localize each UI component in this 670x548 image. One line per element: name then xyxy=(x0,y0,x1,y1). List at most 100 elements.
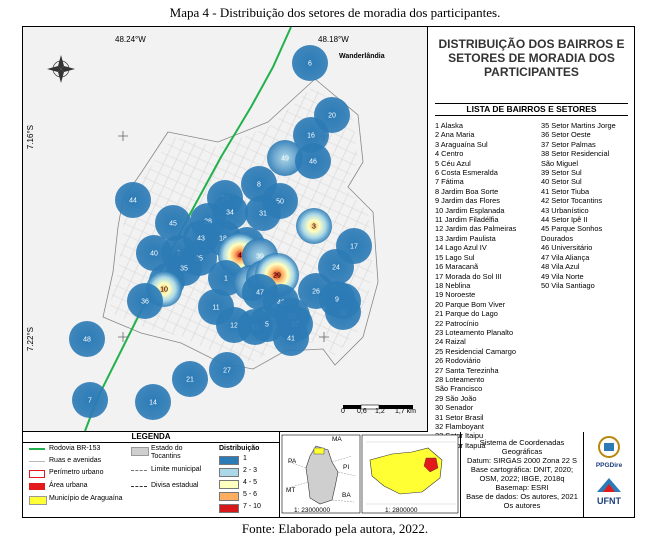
legend-urban-area: Área urbana xyxy=(49,482,88,489)
sector-circle xyxy=(69,321,105,357)
sector-marker-7[interactable]: 7 xyxy=(72,382,108,418)
legend-state: Estado do Tocantins xyxy=(151,445,183,460)
neighborhood-item: 49 Vila Norte xyxy=(541,271,584,281)
neighborhood-item: 41 Setor Tiuba xyxy=(541,186,590,196)
neighborhood-item: 46 Universitário xyxy=(541,243,593,253)
sector-marker-6[interactable]: 6 xyxy=(292,45,328,81)
sector-number: 21 xyxy=(186,377,194,384)
state-border-swatch xyxy=(131,486,147,487)
minimap-label-pi: PI xyxy=(343,464,350,471)
neighborhood-item: 50 Vila Santiago xyxy=(541,280,595,290)
sector-marker-46[interactable]: 46 xyxy=(295,143,331,179)
minimap-label-mt: MT xyxy=(286,487,296,494)
distribution-label: 5 - 6 xyxy=(243,491,258,498)
neighborhood-item: 42 Setor Tocantins xyxy=(541,196,603,206)
sector-marker-41[interactable]: 41 xyxy=(273,320,309,356)
ppgdire-logo xyxy=(584,436,634,464)
neighborhood-item: 39 Setor Sul xyxy=(541,168,582,178)
neighborhood-item: 26 Rodoviário xyxy=(435,356,481,366)
sector-number: 49 xyxy=(281,156,289,163)
neighborhood-item: 1 Alaska xyxy=(435,121,463,130)
distribution-swatch xyxy=(219,456,239,465)
neighborhood-item: 10 Jardim Esplanada xyxy=(435,205,505,215)
sector-marker-14[interactable]: 14 xyxy=(135,384,171,420)
legend-distribution-title: Distribuição xyxy=(219,445,260,452)
sector-number: 18 xyxy=(219,236,227,243)
neighborhood-item: 43 Urbanístico xyxy=(541,205,589,215)
neighborhood-item: 33 Setor Itaipu xyxy=(435,431,484,441)
araguaina-shape xyxy=(369,447,443,495)
neighborhood-item: 6 Costa Esmeralda xyxy=(435,168,498,178)
neighborhood-item: 8 Jardim Boa Sorte xyxy=(435,186,499,196)
sector-circle xyxy=(296,208,332,244)
scale-bar xyxy=(343,404,413,410)
neighborhood-item: 37 Setor Palmas xyxy=(541,139,596,149)
side-panel: DISTRIBUIÇÃO DOS BAIRROS E SETORES DE MO… xyxy=(429,27,634,450)
neighborhood-item: 29 São João xyxy=(435,393,477,403)
municipality-swatch xyxy=(29,496,47,505)
sector-circle xyxy=(135,384,171,420)
sector-circle xyxy=(136,235,172,271)
sector-marker-40[interactable]: 40 xyxy=(136,235,172,271)
sector-marker-24[interactable]: 24 xyxy=(318,249,354,285)
distribution-label: 2 - 3 xyxy=(243,467,258,474)
sector-marker-3[interactable]: 3 xyxy=(296,208,332,244)
sector-circle xyxy=(292,45,328,81)
coord-lat-bottom: 7.22°S xyxy=(26,327,35,352)
minimap-label-ba: BA xyxy=(342,492,351,499)
sector-number: 50 xyxy=(276,199,284,206)
scalebar-label-1: 0,6 xyxy=(357,408,367,415)
neighborhood-item: 17 Morada do Sol III xyxy=(435,271,502,281)
sector-number: 5 xyxy=(265,322,269,329)
scalebar-label-2: 1,2 xyxy=(375,408,385,415)
sector-circle xyxy=(155,205,191,241)
sector-marker-9[interactable]: 9 xyxy=(319,281,355,317)
sector-number: 46 xyxy=(309,159,317,166)
map-info-lines: Sistema de Coordenadas Geográficas Datum: … xyxy=(461,438,583,510)
sector-marker-21[interactable]: 21 xyxy=(172,361,208,397)
sector-circle xyxy=(273,320,309,356)
sector-number: 40 xyxy=(150,251,158,258)
info-line: Os autores xyxy=(503,501,541,510)
bottom-strip: LEGENDA Rodovia BR-153 Ruas e avenidas P… xyxy=(23,432,634,517)
sector-marker-45[interactable]: 45 xyxy=(155,205,191,241)
sector-number: 27 xyxy=(223,368,231,375)
main-map[interactable]: 6201649464482350343145283431819174022543… xyxy=(23,27,428,432)
distribution-label: 7 - 10 xyxy=(243,503,261,510)
neighborhood-item: 27 Santa Terezinha xyxy=(435,365,499,375)
list-header: LISTA DE BAIRROS E SETORES xyxy=(435,103,628,116)
minimap-label-ma: MA xyxy=(332,436,342,443)
distribution-swatch xyxy=(219,504,239,513)
neighborhood-item: 2 Ana Maria xyxy=(435,130,475,140)
neighborhood-item: 5 Céu Azul xyxy=(435,158,471,168)
neighborhood-item: 3 Araguaína Sul xyxy=(435,139,488,149)
neighborhood-item: São Francisco xyxy=(435,384,483,394)
sector-marker-49[interactable]: 49 xyxy=(267,140,303,176)
neighborhood-item: 45 Parque Sonhos xyxy=(541,224,603,234)
scalebar-label-3: 1,7 km xyxy=(395,408,417,415)
sector-number: 3 xyxy=(312,224,316,231)
sector-number: 31 xyxy=(259,211,267,218)
sector-number: 4 xyxy=(238,253,242,260)
sector-marker-27[interactable]: 27 xyxy=(209,352,245,388)
ufnt-emblem-icon xyxy=(597,478,621,492)
sector-marker-16[interactable]: 16 xyxy=(293,117,329,153)
sector-marker-44[interactable]: 44 xyxy=(115,182,151,218)
sector-marker-31[interactable]: 31 xyxy=(245,195,281,231)
sector-number: 14 xyxy=(149,400,157,407)
sector-marker-36[interactable]: 36 xyxy=(127,283,163,319)
sector-marker-48[interactable]: 48 xyxy=(69,321,105,357)
sector-number: 12 xyxy=(230,323,238,330)
info-line: Basemap: ESRI xyxy=(495,483,549,492)
neighborhood-item: São Miguel xyxy=(541,158,578,168)
location-minimaps: MA PA PI MT BA 1: 23000000 1: 2800000 xyxy=(280,432,461,517)
neighborhood-item: 40 Setor Sul xyxy=(541,177,582,187)
neighborhood-item: Dourados xyxy=(541,233,574,243)
minimap-scale-1: 1: 23000000 xyxy=(294,507,331,514)
sector-number: 20 xyxy=(328,113,336,120)
neighborhood-item: 25 Residencial Camargo xyxy=(435,346,516,356)
neighborhood-item: 18 Neblina xyxy=(435,280,471,290)
info-line: OSM, 2022; IBGE, 2018q xyxy=(479,474,565,483)
north-arrow xyxy=(47,55,75,83)
neighborhood-item: 9 Jardim das Flores xyxy=(435,196,500,206)
